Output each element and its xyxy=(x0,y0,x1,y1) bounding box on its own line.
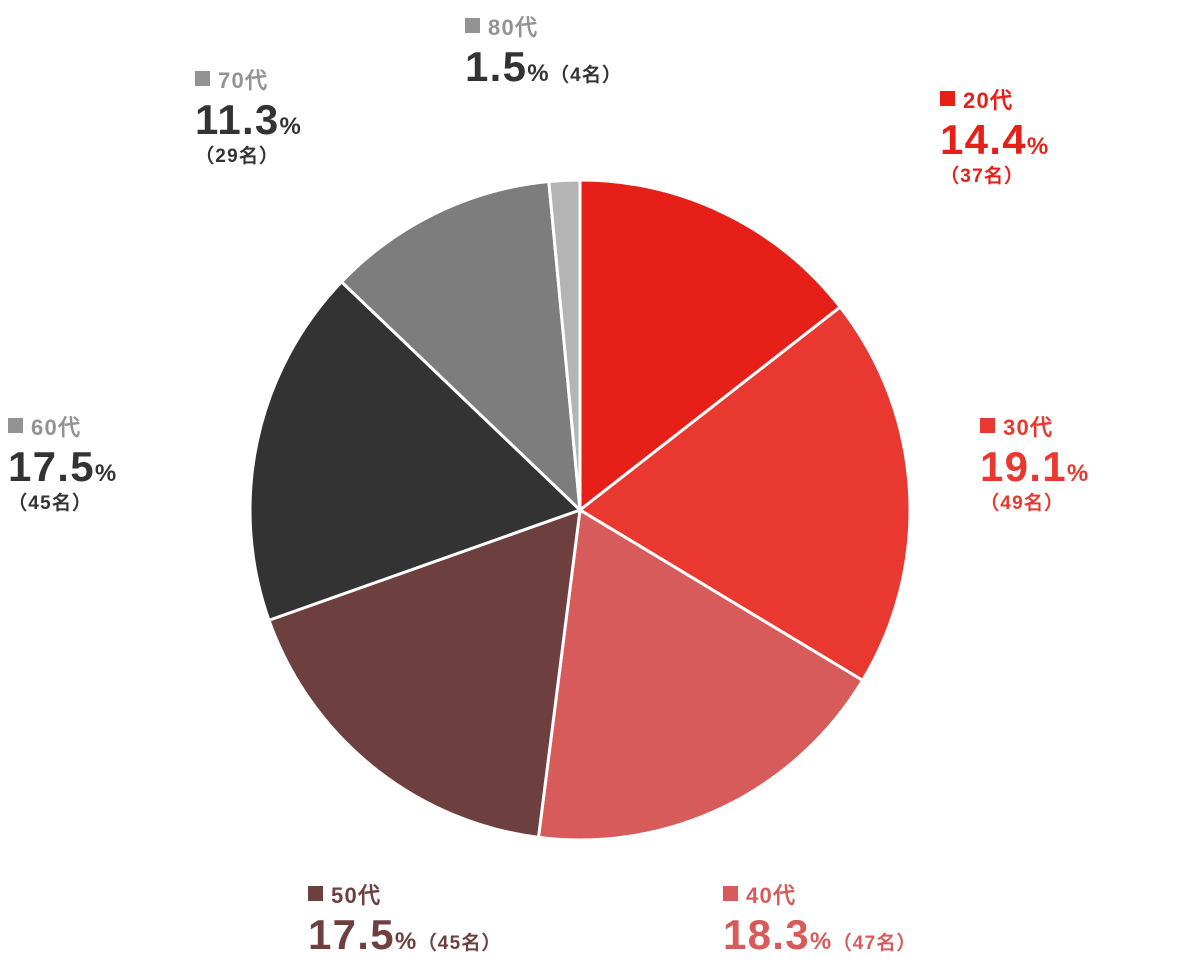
legend-swatch xyxy=(308,886,323,901)
percent-unit: % xyxy=(810,928,833,955)
percent-value: 18.3 xyxy=(723,911,810,958)
category-text: 20代 xyxy=(963,88,1013,113)
percent-value: 17.5 xyxy=(8,443,95,490)
legend-swatch xyxy=(195,71,210,86)
category-text: 40代 xyxy=(746,883,796,908)
legend-swatch xyxy=(940,91,955,106)
slice-label: 30代 19.1%（49名） xyxy=(980,410,1090,515)
chart-stage: { "chart": { "type": "pie", "cx": 580, "… xyxy=(0,0,1182,970)
percent-unit: % xyxy=(1027,133,1050,160)
slice-label: 60代 17.5%（45名） xyxy=(8,410,118,515)
percent-unit: % xyxy=(527,60,550,87)
legend-swatch xyxy=(465,18,480,33)
count-text: （29名） xyxy=(195,146,280,167)
pie-chart xyxy=(245,175,915,845)
percent-unit: % xyxy=(1067,460,1090,487)
percent-value: 17.5 xyxy=(308,911,395,958)
count-text: （37名） xyxy=(940,166,1025,187)
percent-value: 19.1 xyxy=(980,443,1067,490)
percent-value: 14.4 xyxy=(940,116,1027,163)
count-text: （49名） xyxy=(980,493,1065,514)
percent-value: 1.5 xyxy=(465,43,527,90)
slice-label: 50代 17.5%（45名） xyxy=(308,878,502,956)
category-text: 70代 xyxy=(218,68,268,93)
count-text: （4名） xyxy=(550,65,623,86)
category-text: 50代 xyxy=(331,883,381,908)
percent-unit: % xyxy=(280,113,303,140)
count-text: （45名） xyxy=(418,933,503,954)
slice-label: 70代 11.3%（29名） xyxy=(195,63,302,168)
slice-label: 40代 18.3%（47名） xyxy=(723,878,917,956)
count-text: （47名） xyxy=(833,933,918,954)
legend-swatch xyxy=(980,418,995,433)
category-text: 30代 xyxy=(1003,415,1053,440)
slice-label: 80代 1.5%（4名） xyxy=(465,10,623,88)
legend-swatch xyxy=(8,418,23,433)
category-text: 80代 xyxy=(488,15,538,40)
percent-unit: % xyxy=(95,460,118,487)
percent-value: 11.3 xyxy=(195,96,280,143)
percent-unit: % xyxy=(395,928,418,955)
category-text: 60代 xyxy=(31,415,81,440)
slice-label: 20代 14.4%（37名） xyxy=(940,83,1050,188)
legend-swatch xyxy=(723,886,738,901)
count-text: （45名） xyxy=(8,493,93,514)
